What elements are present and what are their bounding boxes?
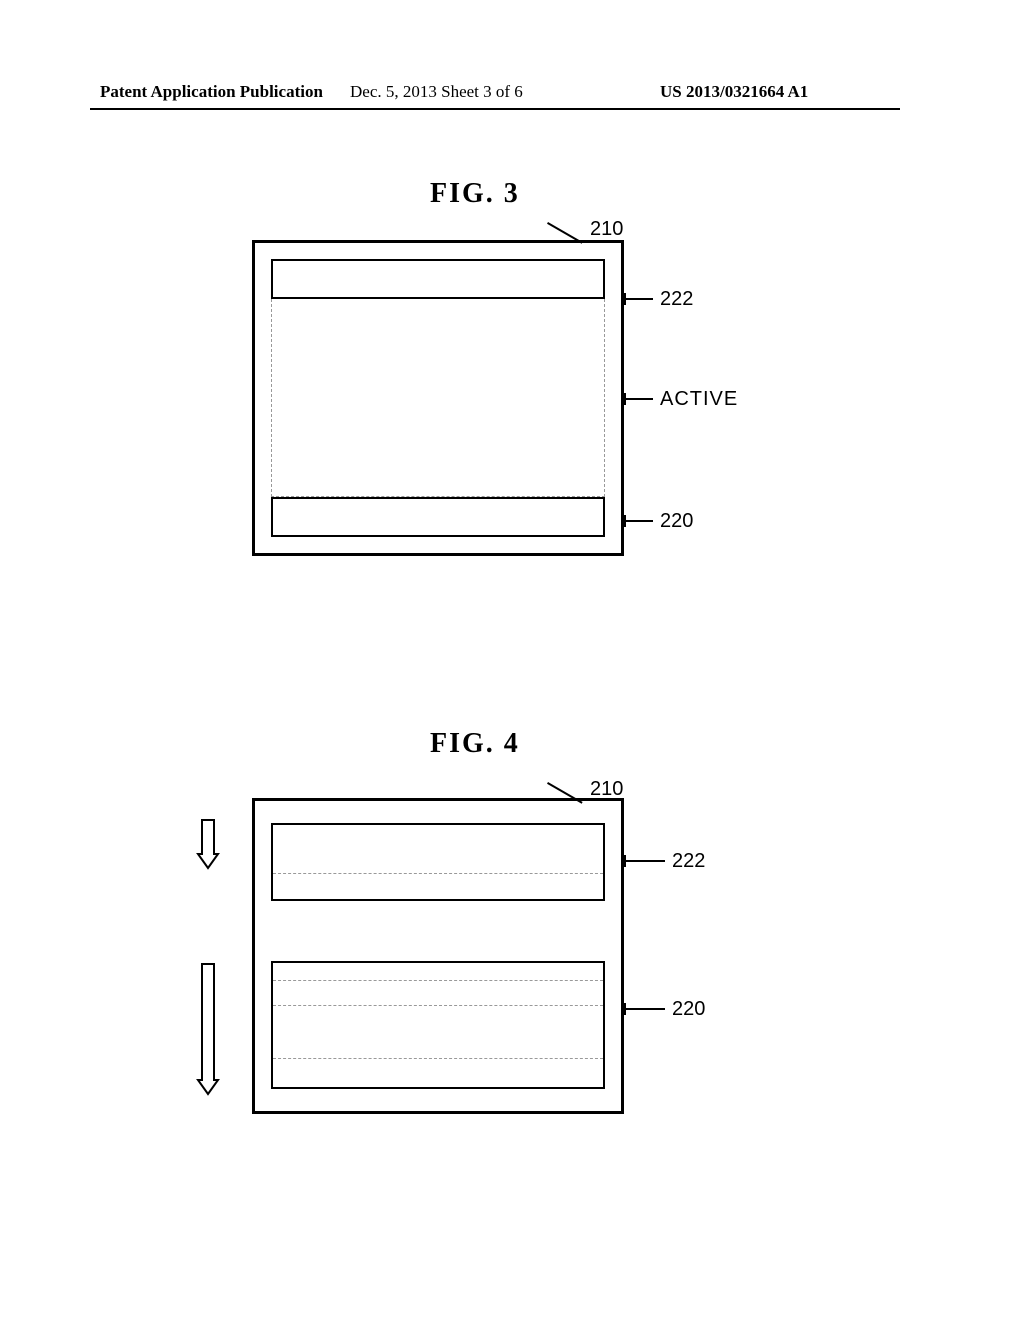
fig3-lead-222 <box>625 298 653 300</box>
fig3-label-220: 220 <box>660 510 693 533</box>
header-right: US 2013/0321664 A1 <box>660 82 808 102</box>
fig4-label-210: 210 <box>590 778 623 801</box>
fig3-outer-frame <box>252 240 624 556</box>
fig3-active-region-dashed <box>271 299 605 497</box>
fig3-top-region <box>271 259 605 299</box>
fig3-label-210: 210 <box>590 218 623 241</box>
fig3-lead-active <box>625 398 653 400</box>
fig4-outer-frame <box>252 798 624 1114</box>
fig3-bottom-region <box>271 497 605 537</box>
fig4-bot-dash-2 <box>273 1005 603 1006</box>
fig4-lead-222 <box>625 860 665 862</box>
fig4-arrow-long-icon <box>196 962 220 1101</box>
fig4-label-222: 222 <box>672 850 705 873</box>
fig4-arrow-short-icon <box>196 818 220 875</box>
fig4-bot-dash-1 <box>273 980 603 981</box>
fig4-lead-220 <box>625 1008 665 1010</box>
fig3-label-active: ACTIVE <box>660 388 738 411</box>
fig4-bot-dash-3 <box>273 1058 603 1059</box>
header-left: Patent Application Publication <box>100 82 323 102</box>
fig4-title: FIG. 4 <box>430 728 520 760</box>
fig4-top-dash <box>273 873 603 874</box>
fig4-label-220: 220 <box>672 998 705 1021</box>
header-mid: Dec. 5, 2013 Sheet 3 of 6 <box>350 82 523 102</box>
fig4-top-region <box>271 823 605 901</box>
fig3-lead-220 <box>625 520 653 522</box>
header-rule <box>90 108 900 110</box>
fig3-title: FIG. 3 <box>430 178 520 210</box>
fig3-label-222: 222 <box>660 288 693 311</box>
